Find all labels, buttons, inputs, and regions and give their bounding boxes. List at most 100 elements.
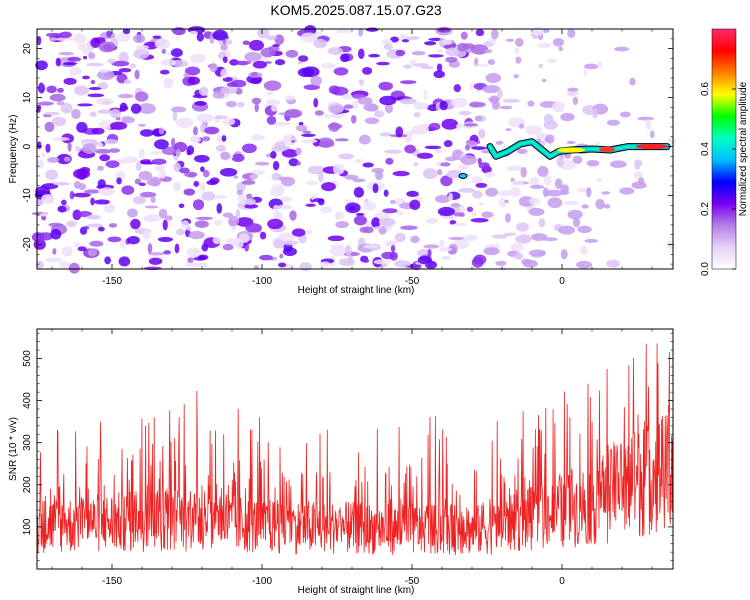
spectrogram-frame: [36, 28, 674, 270]
spectrogram-blob: [491, 234, 508, 239]
spectrogram-blob: [282, 240, 299, 246]
spectrogram-blob: [469, 82, 474, 90]
colorbar-tick-label: 0.4: [700, 142, 711, 156]
spectrogram-blob: [438, 239, 445, 248]
spectrogram-blob: [378, 81, 394, 91]
spectrogram-blob: [134, 178, 142, 185]
spectrogram-blob: [436, 63, 443, 72]
spectrogram-blob: [41, 183, 59, 190]
spectrogram-blob: [135, 161, 142, 172]
spectrogram-blob: [437, 206, 456, 217]
y-tick-label: 400: [22, 392, 33, 409]
y-tick-label: 500: [22, 350, 33, 367]
snr-y-ticks: 100 200 300 400 500: [22, 332, 673, 561]
spectrogram-blob: [371, 217, 381, 228]
spectrogram-blob: [201, 191, 216, 201]
spectrogram-blob: [528, 197, 541, 205]
spectrogram-blob: [173, 181, 181, 192]
spectrogram-blob: [251, 134, 265, 141]
spectrogram-blob: [327, 123, 343, 129]
spectrogram-blob: [235, 60, 250, 66]
spectrogram-blob: [91, 127, 105, 135]
spectrogram-blob: [145, 215, 155, 222]
spectrogram-blob: [105, 160, 120, 168]
spectrogram-blob: [440, 255, 452, 260]
spectrogram-blob: [196, 113, 214, 123]
spectrogram-blob: [469, 101, 486, 108]
x-tick-label: -50: [405, 276, 420, 287]
spectrogram-blob: [637, 116, 655, 121]
spectrogram-blob: [481, 211, 494, 218]
spectrogram-blob: [97, 165, 105, 171]
spectrogram-blob: [175, 228, 185, 236]
spectrogram-blob: [60, 102, 73, 114]
spectrogram-blob: [358, 79, 364, 86]
spectrogram-blob: [567, 28, 576, 39]
spectrogram-blob: [97, 109, 113, 114]
spectrogram-blob: [222, 243, 234, 251]
spectrogram-blob: [344, 174, 359, 180]
spectrogram-blob: [51, 116, 67, 127]
spectrogram-blob: [363, 201, 377, 211]
spectrogram-blob: [254, 161, 270, 166]
spectrogram-blob: [433, 70, 445, 79]
spectrogram-blob: [478, 128, 486, 139]
spectrogram-blob: [196, 32, 204, 42]
spectrogram-blob: [296, 161, 301, 166]
spectrogram-blob: [215, 144, 227, 152]
spectrogram-blob: [189, 30, 198, 35]
spectrogram-blob: [108, 223, 118, 228]
spectrogram-blob: [231, 225, 237, 231]
spectrogram-blob: [457, 188, 476, 193]
spectrogram-blob: [151, 158, 167, 165]
spectrogram-blob: [487, 59, 496, 65]
spectrogram-blob: [472, 190, 483, 199]
spectrogram-blob: [479, 201, 484, 206]
spectrogram-blob: [189, 136, 201, 143]
spectrogram-blob: [556, 156, 565, 168]
spectrogram-blob: [233, 175, 239, 179]
spectrogram-blob: [379, 132, 393, 137]
x-tick-label: 0: [559, 576, 565, 587]
spectrogram-blob: [257, 27, 270, 39]
spectrogram-blob: [434, 194, 451, 204]
spectrogram-blob: [383, 189, 389, 197]
spectrogram-blob: [103, 203, 116, 214]
spectrogram-blob: [52, 137, 70, 141]
spectrogram-blob: [443, 140, 453, 148]
spectrogram-blob: [69, 66, 82, 76]
spectrogram-blob: [401, 39, 410, 43]
spectrogram-blob: [139, 129, 154, 137]
spectrogram-blob: [198, 86, 209, 97]
spectrogram-blob: [330, 246, 346, 257]
spectrogram-blob: [90, 79, 96, 85]
spectrogram-blob: [69, 191, 75, 200]
spectrogram-blob: [142, 229, 151, 241]
spectrogram-blob: [629, 77, 636, 86]
spectrogram-blob: [363, 244, 379, 249]
spectrogram-blob: [603, 204, 611, 209]
spectrogram-blob: [392, 170, 410, 177]
spectrogram-blob: [601, 191, 611, 195]
spectrogram-blob: [355, 212, 365, 217]
spectrogram-blob: [104, 256, 111, 265]
spectrogram-blob: [310, 75, 322, 86]
spectrogram-blob: [456, 42, 469, 52]
spectrogram-blob: [236, 181, 247, 192]
spectrogram-blob: [194, 220, 209, 228]
spectrogram-blob: [260, 47, 276, 58]
spectrogram-blob: [237, 101, 245, 108]
spectrogram-blob: [173, 162, 181, 173]
spectrogram-blob: [528, 249, 546, 257]
spectrogram-blob: [41, 152, 46, 158]
spectrogram-blob: [528, 207, 545, 217]
spectrogram-blob: [53, 182, 71, 186]
spectrogram-blob: [73, 168, 91, 179]
spectrogram-blob: [277, 204, 293, 210]
spectrogram-blob: [58, 261, 70, 269]
spectrogram-blob: [619, 187, 635, 195]
spectrogram-blob: [152, 35, 162, 39]
spectrogram-blob: [395, 49, 406, 57]
spectrogram-blob: [529, 176, 540, 186]
spectrogram-blob: [425, 218, 439, 224]
